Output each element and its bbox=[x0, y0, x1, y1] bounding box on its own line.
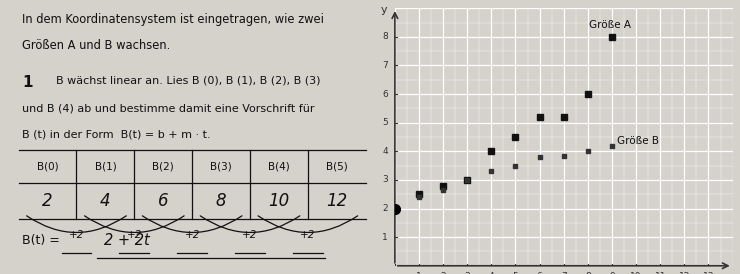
Text: B(0): B(0) bbox=[37, 162, 58, 172]
Text: 1: 1 bbox=[383, 233, 388, 242]
Text: +2: +2 bbox=[300, 230, 315, 240]
Text: 2 + 2t: 2 + 2t bbox=[104, 233, 150, 247]
Text: 8: 8 bbox=[383, 32, 388, 41]
Text: 5: 5 bbox=[383, 118, 388, 127]
Text: 13: 13 bbox=[703, 272, 714, 274]
Text: 5: 5 bbox=[513, 272, 519, 274]
Text: 2: 2 bbox=[42, 192, 53, 210]
Text: +2: +2 bbox=[242, 230, 258, 240]
Text: 4: 4 bbox=[100, 192, 111, 210]
Text: B(5): B(5) bbox=[326, 162, 348, 172]
Text: 4: 4 bbox=[383, 147, 388, 156]
Text: B wächst linear an. Lies B (0), B (1), B (2), B (3): B wächst linear an. Lies B (0), B (1), B… bbox=[56, 75, 320, 85]
Text: B(4): B(4) bbox=[268, 162, 290, 172]
Text: Größe A: Größe A bbox=[589, 20, 631, 30]
Text: 10: 10 bbox=[269, 192, 289, 210]
Text: 8: 8 bbox=[585, 272, 591, 274]
Text: In dem Koordinatensystem ist eingetragen, wie zwei: In dem Koordinatensystem ist eingetragen… bbox=[22, 13, 324, 26]
Text: +2: +2 bbox=[184, 230, 200, 240]
Text: Größe B: Größe B bbox=[617, 136, 659, 146]
Text: 11: 11 bbox=[654, 272, 666, 274]
Text: 6: 6 bbox=[536, 272, 542, 274]
Text: 12: 12 bbox=[679, 272, 690, 274]
Text: +2: +2 bbox=[127, 230, 142, 240]
Text: und B (4) ab und bestimme damit eine Vorschrift für: und B (4) ab und bestimme damit eine Vor… bbox=[22, 104, 314, 113]
Text: 7: 7 bbox=[383, 61, 388, 70]
Text: B(t) =: B(t) = bbox=[22, 233, 60, 247]
Text: 3: 3 bbox=[383, 175, 388, 184]
Text: y: y bbox=[380, 5, 387, 15]
Text: 2: 2 bbox=[383, 204, 388, 213]
Text: 8: 8 bbox=[216, 192, 226, 210]
Text: 1: 1 bbox=[22, 75, 33, 90]
Text: 12: 12 bbox=[326, 192, 348, 210]
Text: Größen A und B wachsen.: Größen A und B wachsen. bbox=[22, 39, 171, 52]
Text: 4: 4 bbox=[488, 272, 494, 274]
Text: 1: 1 bbox=[416, 272, 422, 274]
Text: +2: +2 bbox=[69, 230, 84, 240]
Text: B (t) in der Form  B(t) = b + m · t.: B (t) in der Form B(t) = b + m · t. bbox=[22, 129, 211, 139]
Text: 9: 9 bbox=[609, 272, 615, 274]
Text: 6: 6 bbox=[383, 90, 388, 99]
Text: 2: 2 bbox=[440, 272, 446, 274]
Text: B(1): B(1) bbox=[95, 162, 116, 172]
Text: 7: 7 bbox=[561, 272, 567, 274]
Text: B(3): B(3) bbox=[210, 162, 232, 172]
Text: 3: 3 bbox=[465, 272, 470, 274]
Text: 6: 6 bbox=[158, 192, 169, 210]
Text: 10: 10 bbox=[630, 272, 642, 274]
Text: B(2): B(2) bbox=[152, 162, 174, 172]
